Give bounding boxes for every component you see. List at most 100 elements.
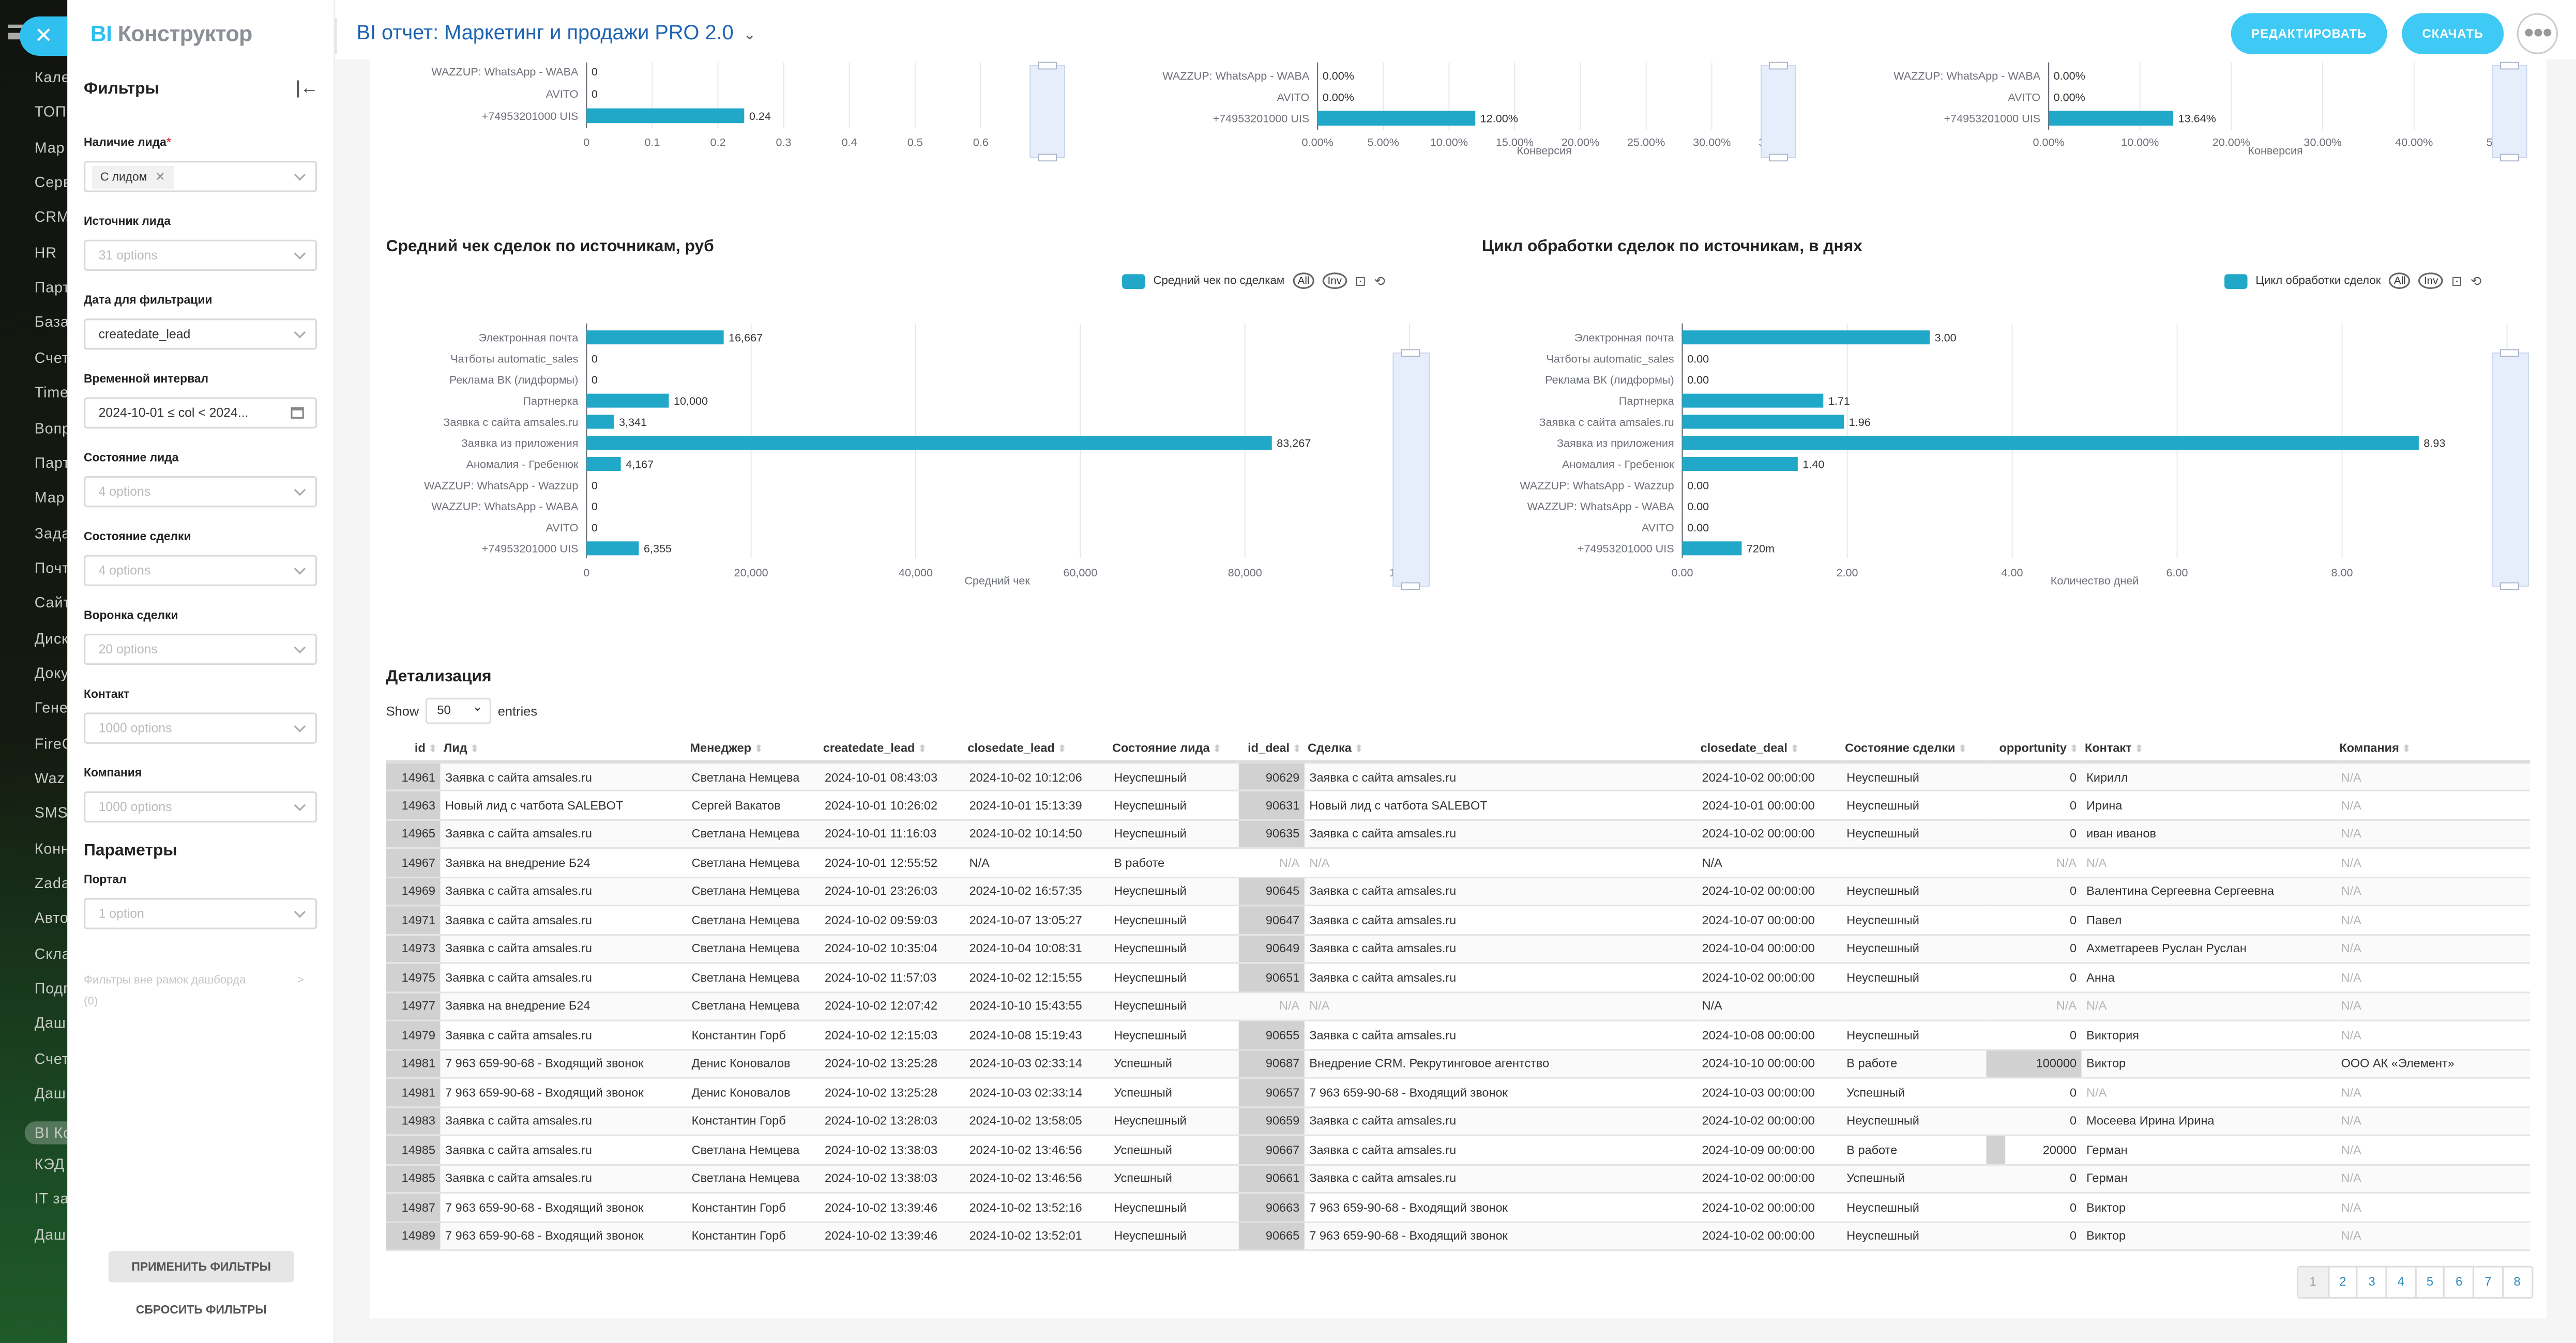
table-row[interactable]: 14979 Заявка с сайта amsales.ru Константин…	[386, 1020, 2530, 1050]
legend-label[interactable]: Цикл обработки сделок	[2255, 274, 2381, 287]
nav-item[interactable]: Вопр	[34, 419, 68, 436]
legend-invert-button[interactable]: Inv	[2419, 272, 2443, 289]
table-row[interactable]: 14971 Заявка с сайта amsales.ru Светлана Н…	[386, 905, 2530, 935]
nav-item[interactable]: FireC	[34, 735, 68, 752]
legend-swatch[interactable]	[1122, 273, 1145, 288]
filter-select[interactable]: 31 options	[84, 239, 317, 271]
column-header[interactable]: createdate_lead ⬍	[820, 734, 965, 764]
column-header[interactable]: Контакт ⬍	[2081, 734, 2337, 764]
nav-item[interactable]: Доку	[34, 665, 68, 681]
nav-item[interactable]: Диск	[34, 630, 68, 647]
sort-icon[interactable]: ⬍	[2402, 744, 2411, 755]
reset-filters-button[interactable]: СБРОСИТЬ ФИЛЬТРЫ	[135, 1302, 267, 1317]
legend-select-all-button[interactable]: All	[1293, 272, 1315, 289]
table-row[interactable]: 14983 Заявка с сайта amsales.ru Константин…	[386, 1106, 2530, 1136]
nav-item[interactable]: Счет	[34, 349, 68, 366]
legend-label[interactable]: Средний чек по сделкам	[1153, 274, 1285, 287]
apply-filters-button[interactable]: ПРИМЕНИТЬ ФИЛЬТРЫ	[108, 1251, 294, 1283]
nav-item[interactable]: КЭД	[34, 1155, 65, 1172]
page-button[interactable]: 7	[2473, 1267, 2502, 1298]
table-row[interactable]: 14981 7 963 659-90-68 - Входящий звонок Де…	[386, 1078, 2530, 1108]
table-row[interactable]: 14961 Заявка с сайта amsales.ru Светлана Н…	[386, 761, 2530, 791]
sort-icon[interactable]: ⬍	[754, 744, 763, 755]
hamburger-menu-icon[interactable]	[8, 24, 25, 40]
column-header[interactable]: Менеджер ⬍	[687, 734, 820, 764]
nav-item[interactable]: HR	[34, 244, 57, 261]
nav-item[interactable]: База	[34, 314, 68, 331]
filter-select[interactable]: 4 options	[84, 476, 317, 508]
nav-item[interactable]: Даш	[34, 1085, 66, 1102]
remove-tag-icon[interactable]: ✕	[155, 169, 165, 184]
page-button[interactable]: 1	[2298, 1267, 2328, 1298]
table-row[interactable]: 14985 Заявка с сайта amsales.ru Светлана Н…	[386, 1164, 2530, 1194]
nav-item[interactable]: Почт	[34, 559, 68, 576]
page-button[interactable]: 3	[2356, 1267, 2385, 1298]
filter-select[interactable]: 1000 options	[84, 712, 317, 744]
nav-item[interactable]: Даш	[34, 1015, 66, 1032]
sort-icon[interactable]: ⬍	[2070, 744, 2079, 755]
nav-item[interactable]: Парт	[34, 279, 68, 296]
page-button[interactable]: 6	[2444, 1267, 2473, 1298]
zoom-reset-icon[interactable]: ⟲	[1374, 273, 1385, 288]
column-header[interactable]: id ⬍	[386, 734, 441, 764]
sort-icon[interactable]: ⬍	[1058, 744, 1067, 755]
table-row[interactable]: 14987 7 963 659-90-68 - Входящий звонок Ко…	[386, 1193, 2530, 1223]
nav-item[interactable]: Мар	[34, 490, 65, 506]
page-button[interactable]: 2	[2327, 1267, 2356, 1298]
nav-item[interactable]: Конн	[34, 840, 68, 857]
nav-item[interactable]: Даш	[34, 1226, 66, 1242]
filter-select[interactable]: 20 options	[84, 633, 317, 665]
legend-invert-button[interactable]: Inv	[1322, 272, 1347, 289]
nav-item[interactable]: Мар	[34, 139, 65, 156]
page-size-select[interactable]: 50	[425, 696, 492, 724]
column-header[interactable]: Сделка ⬍	[1304, 734, 1698, 764]
column-header[interactable]: Состояние лида ⬍	[1109, 734, 1239, 764]
sort-icon[interactable]: ⬍	[2135, 744, 2144, 755]
nav-item[interactable]: Кале	[34, 69, 68, 86]
nav-item[interactable]: Зада	[34, 524, 68, 541]
sort-icon[interactable]: ⬍	[1213, 744, 1221, 755]
table-row[interactable]: 14963 Новый лид с чатбота SALEBOT Сергей В…	[386, 790, 2530, 820]
nav-item[interactable]: Zada	[34, 875, 68, 892]
sort-icon[interactable]: ⬍	[1791, 744, 1799, 755]
close-panel-button[interactable]: ✕	[20, 16, 68, 56]
nav-item[interactable]: Парт	[34, 454, 68, 471]
table-row[interactable]: 14967 Заявка на внедрение Б24 Светлана Нем…	[386, 848, 2530, 878]
filter-select[interactable]: 1000 options	[84, 791, 317, 823]
nav-item[interactable]: Гене	[34, 699, 68, 716]
nav-item[interactable]: Счет	[34, 1050, 68, 1067]
nav-item[interactable]: Серв	[34, 174, 68, 191]
legend-swatch[interactable]	[2224, 273, 2248, 288]
edit-button[interactable]: РЕДАКТИРОВАТЬ	[2231, 13, 2387, 54]
column-header[interactable]: Состояние сделки ⬍	[1841, 734, 1987, 764]
table-row[interactable]: 14969 Заявка с сайта amsales.ru Светлана Н…	[386, 876, 2530, 907]
download-button[interactable]: СКАЧАТЬ	[2402, 13, 2504, 54]
table-row[interactable]: 14981 7 963 659-90-68 - Входящий звонок Де…	[386, 1049, 2530, 1079]
column-header[interactable]: closedate_lead ⬍	[964, 734, 1109, 764]
nav-item[interactable]: Скла	[34, 945, 68, 962]
nav-item[interactable]: BI Ко	[24, 1120, 68, 1144]
column-header[interactable]: closedate_deal ⬍	[1697, 734, 1842, 764]
zoom-reset-icon[interactable]: ⟲	[2471, 273, 2482, 288]
report-title-dropdown[interactable]: BI отчет: Маркетинг и продажи PRO 2.0 ⌄	[356, 21, 755, 44]
sort-icon[interactable]: ⬍	[1958, 744, 1967, 755]
column-header[interactable]: id_deal ⬍	[1238, 734, 1305, 764]
sort-icon[interactable]: ⬍	[471, 744, 479, 755]
outer-filters-link[interactable]: Фильтры вне рамок дашборда (0) >	[84, 970, 314, 1013]
nav-item[interactable]: Waz	[34, 770, 65, 787]
zoom-select-icon[interactable]: ⊡	[2451, 273, 2463, 288]
nav-item[interactable]: ТОП	[34, 104, 67, 120]
nav-item[interactable]: Сайт	[34, 594, 68, 612]
table-row[interactable]: 14973 Заявка с сайта amsales.ru Светлана Н…	[386, 934, 2530, 964]
table-row[interactable]: 14989 7 963 659-90-68 - Входящий звонок Ко…	[386, 1221, 2530, 1252]
page-button[interactable]: 4	[2385, 1267, 2415, 1298]
filter-select[interactable]: 4 options	[84, 555, 317, 586]
nav-item[interactable]: IT за	[34, 1191, 68, 1207]
filter-select[interactable]: createdate_lead	[84, 318, 317, 350]
column-header[interactable]: opportunity ⬍	[1986, 734, 2082, 764]
legend-select-all-button[interactable]: All	[2389, 272, 2411, 289]
nav-item[interactable]: Подп	[34, 980, 68, 997]
page-button[interactable]: 8	[2502, 1267, 2530, 1298]
filter-select[interactable]: 2024-10-01 ≤ col < 2024...	[84, 397, 317, 429]
nav-item[interactable]: Time	[34, 384, 68, 401]
